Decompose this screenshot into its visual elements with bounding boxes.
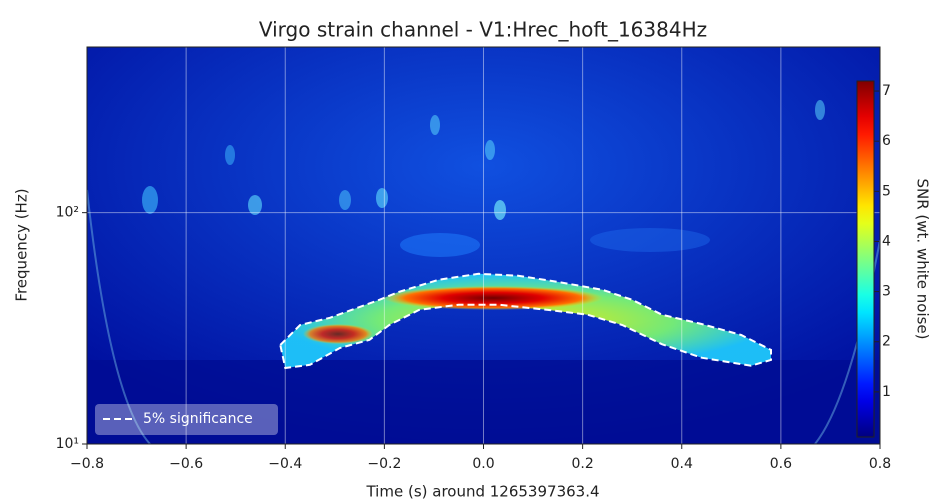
- colorbar-tick-label: 2: [882, 334, 891, 350]
- x-tick-label: −0.8: [70, 456, 104, 472]
- colorbar: [856, 80, 875, 438]
- x-tick-label: 0.2: [571, 456, 593, 472]
- x-tick-label: −0.2: [367, 456, 401, 472]
- x-tick-label: 0.0: [472, 456, 494, 472]
- noise-texture: [87, 100, 880, 444]
- colorbar-tick-label: 5: [882, 183, 891, 199]
- y-axis-label: Frequency (Hz): [13, 188, 31, 301]
- chart-title: Virgo strain channel - V1:Hrec_hoft_1638…: [259, 18, 707, 42]
- colorbar-tick-label: 6: [882, 133, 891, 149]
- colorbar-label: SNR (wt. white noise): [914, 178, 932, 339]
- legend: 5% significance: [95, 404, 278, 435]
- colorbar-tick-label: 3: [882, 284, 891, 300]
- colorbar-tick-label: 4: [882, 233, 891, 249]
- legend-label: 5% significance: [143, 411, 253, 427]
- x-tick-label: −0.6: [169, 456, 203, 472]
- colorbar-tick-label: 1: [882, 384, 891, 400]
- y-tick-label: 10²: [56, 205, 79, 221]
- y-tick-label: 10¹: [56, 436, 79, 452]
- colorbar-tick-label: 7: [882, 83, 891, 99]
- x-tick-label: 0.4: [671, 456, 693, 472]
- x-tick-label: −0.4: [268, 456, 302, 472]
- x-axis-label: Time (s) around 1265397363.4: [365, 483, 599, 501]
- snr-peak: [303, 286, 603, 344]
- x-tick-label: 0.8: [869, 456, 891, 472]
- significance-contour: [279, 272, 772, 370]
- x-tick-label: 0.6: [770, 456, 792, 472]
